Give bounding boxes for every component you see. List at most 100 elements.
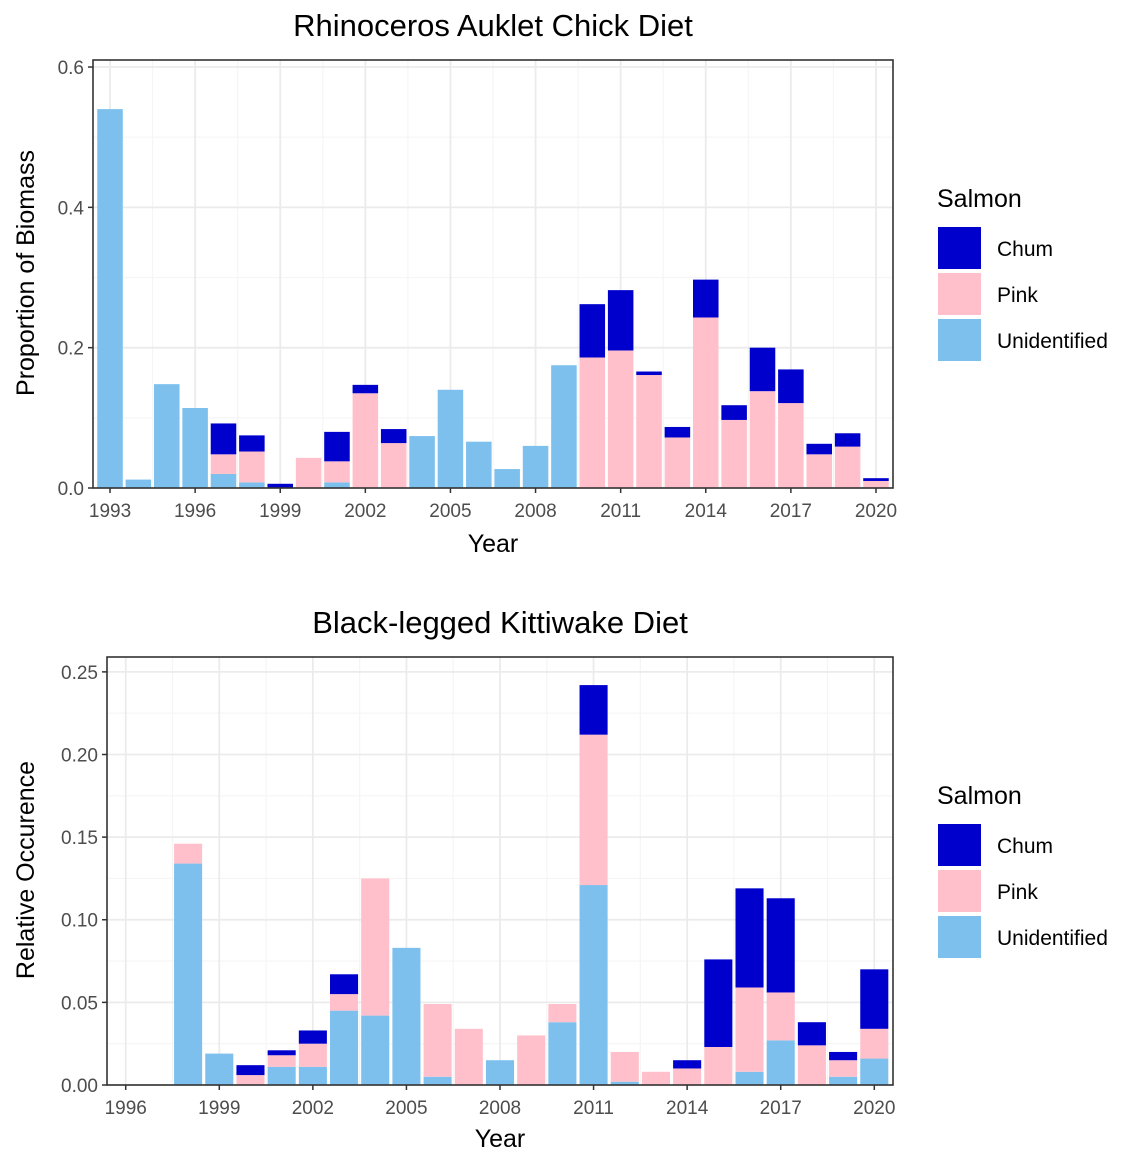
x-tick-label: 1993: [89, 501, 131, 522]
x-tick-label: 2014: [685, 501, 728, 522]
bar-chum-2019: [829, 1051, 858, 1061]
bar-pink-2020: [863, 480, 889, 488]
bars: [174, 685, 889, 1085]
bar-unidentified-2007: [494, 469, 520, 488]
bar-pink-2009: [517, 1035, 546, 1085]
y-tick-label: 0.15: [61, 828, 98, 849]
bar-pink-2002: [298, 1043, 327, 1067]
x-tick-label: 1996: [105, 1098, 147, 1119]
bar-chum-1998: [239, 435, 265, 452]
y-tick-label: 0.00: [61, 1076, 98, 1097]
bar-unidentified-2006: [466, 441, 492, 488]
legend-label-pink: Pink: [997, 881, 1038, 904]
x-tick-label: 2005: [385, 1098, 427, 1119]
y-tick-label: 0.05: [61, 993, 98, 1014]
x-tick-label: 2005: [429, 501, 471, 522]
bar-pink-2015: [704, 1046, 733, 1085]
bar-unidentified-2010: [548, 1022, 577, 1085]
bar-chum-2020: [863, 478, 889, 481]
y-tick-label: 0.4: [58, 198, 85, 219]
legend-label-pink: Pink: [997, 284, 1038, 307]
x-tick-label: 1999: [198, 1098, 240, 1119]
bar-pink-2006: [423, 1004, 452, 1077]
y-tick-label: 0.6: [58, 58, 84, 79]
axes: 0.0 0.2 0.4 0.6 1993 1996 1999 2002 2005 2008 2011…: [58, 58, 898, 522]
bar-unidentified-1998: [239, 482, 265, 488]
bar-pink-2010: [548, 1004, 577, 1023]
bar-unidentified-2001: [267, 1066, 296, 1085]
bar-chum-2010: [579, 304, 606, 358]
bar-chum-2001: [267, 1050, 296, 1056]
plot-panel: 0.0 0.2 0.4 0.6 1993 1996 1999 2002 2005 2008 2011…: [58, 58, 898, 522]
bar-pink-2016: [735, 987, 764, 1072]
panel-border: [92, 59, 894, 489]
legend-key-unidentified: [938, 319, 981, 361]
bar-chum-1999: [267, 483, 293, 488]
bar-pink-2018: [806, 454, 833, 488]
bar-pink-2012: [610, 1051, 639, 1082]
legend-title: Salmon: [937, 185, 1022, 213]
bars: [97, 109, 889, 489]
y-tick-label: 0.20: [61, 745, 98, 766]
bar-unidentified-2002: [298, 1066, 327, 1085]
bar-chum-2002: [352, 384, 379, 394]
bar-unidentified-2004: [361, 1015, 390, 1085]
bar-unidentified-2008: [485, 1060, 515, 1085]
bar-chum-1997: [210, 423, 237, 455]
bar-chum-2014: [673, 1060, 702, 1069]
bar-unidentified-2020: [860, 1058, 889, 1085]
bar-unidentified-2003: [330, 1010, 359, 1085]
bar-chum-2011: [579, 685, 608, 735]
bar-pink-2012: [636, 375, 662, 488]
legend-key-unidentified: [938, 916, 981, 958]
legend-key-chum: [938, 824, 981, 866]
y-tick-label: 0.25: [61, 663, 98, 684]
legend-item-pink: Pink: [938, 870, 1038, 912]
bar-unidentified-2001: [324, 482, 350, 488]
x-axis-title: Year: [475, 1125, 526, 1153]
x-tick-label: 2008: [479, 1098, 521, 1119]
bar-chum-2017: [778, 369, 804, 404]
bar-pink-2014: [673, 1068, 702, 1085]
x-tick-label: 2020: [853, 1098, 895, 1119]
bar-pink-1998: [174, 843, 203, 864]
bar-pink-2001: [267, 1055, 296, 1067]
bar-unidentified-2012: [610, 1081, 639, 1085]
legend-item-unidentified: Unidentified: [938, 319, 1108, 361]
bar-pink-2010: [579, 357, 606, 488]
legend-label-unidentified: Unidentified: [997, 330, 1108, 353]
bar-chum-2013: [664, 426, 691, 438]
legend-label-chum: Chum: [997, 835, 1053, 858]
bar-pink-2000: [236, 1075, 265, 1085]
y-tick-label: 0.2: [58, 339, 84, 360]
legend-title: Salmon: [937, 782, 1022, 810]
chart-black-legged-kittiwake: Black-legged Kittiwake Diet 0.00 0.05 0.10…: [12, 605, 1108, 1153]
bar-pink-2013: [641, 1071, 670, 1085]
legend-key-pink: [938, 870, 981, 912]
bar-pink-2004: [361, 878, 390, 1016]
legend-label-unidentified: Unidentified: [997, 927, 1108, 950]
bar-chum-2018: [797, 1022, 826, 1046]
bar-chum-2016: [749, 347, 776, 392]
bar-pink-2013: [664, 437, 691, 488]
legend-key-chum: [938, 227, 981, 269]
bar-pink-2019: [829, 1060, 858, 1077]
x-tick-label: 2002: [344, 501, 386, 522]
bar-pink-1998: [239, 451, 265, 483]
x-tick-label: 2011: [573, 1098, 614, 1119]
bar-chum-2012: [636, 371, 662, 376]
legend-key-pink: [938, 273, 981, 315]
bar-chum-2017: [766, 898, 795, 993]
x-tick-label: 2014: [666, 1098, 709, 1119]
bar-unidentified-1993: [97, 109, 123, 489]
bar-chum-2015: [704, 959, 733, 1047]
bar-pink-2000: [295, 457, 322, 488]
bar-unidentified-2006: [423, 1076, 452, 1085]
bar-unidentified-2016: [735, 1071, 764, 1085]
bar-chum-2001: [324, 431, 350, 462]
y-tick-label: 0.0: [58, 479, 84, 500]
bar-unidentified-2004: [409, 436, 435, 488]
bar-unidentified-1995: [153, 384, 180, 488]
legend: Salmon Chum Pink Unidentified: [937, 185, 1108, 361]
